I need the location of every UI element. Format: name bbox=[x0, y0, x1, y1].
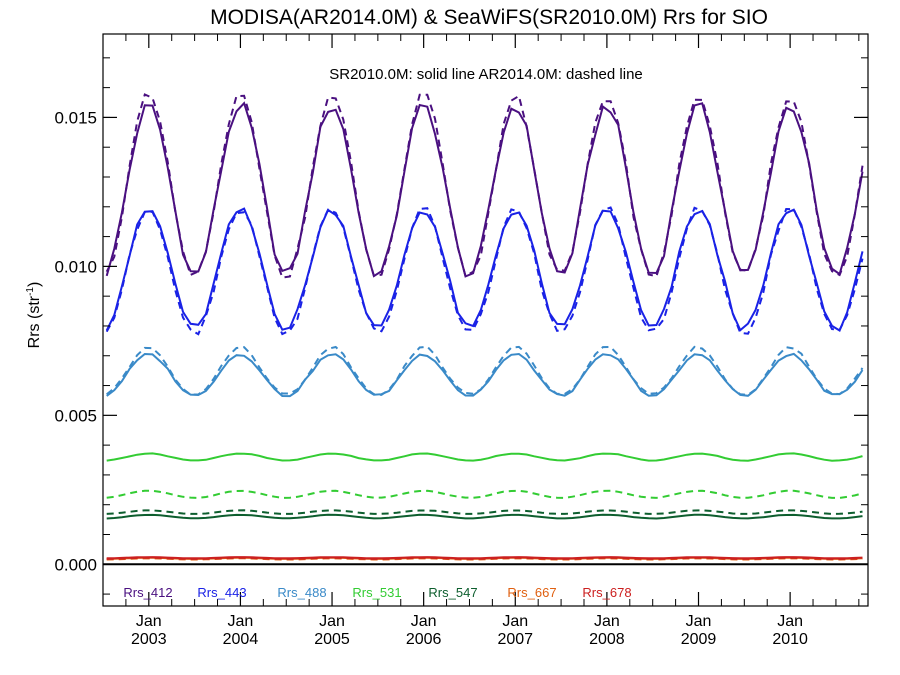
x-tick-label-year: 2005 bbox=[314, 631, 350, 648]
series-line-modisa-Rrs_531 bbox=[106, 489, 863, 499]
plot-area bbox=[102, 33, 869, 607]
x-tick-label-month: Jan bbox=[777, 613, 803, 630]
legend-item-Rrs_547: Rrs_547 bbox=[428, 585, 477, 600]
x-tick-label-year: 2004 bbox=[223, 631, 259, 648]
series-line-modisa-Rrs_547 bbox=[106, 509, 863, 515]
series-line-modisa-Rrs_412 bbox=[105, 93, 864, 279]
x-tick-label-month: Jan bbox=[686, 613, 712, 630]
legend: Rrs_412 Rrs_443 Rrs_488 Rrs_531 Rrs_547 Rrs_6… bbox=[123, 585, 631, 600]
chart-title: MODISA(AR2014.0M) & SeaWiFS(SR2010.0M) R… bbox=[210, 6, 768, 29]
y-axis-label-main: Rrs (str bbox=[26, 295, 43, 348]
plot-frame bbox=[102, 33, 869, 607]
y-tick-label: 0.015 bbox=[54, 108, 97, 127]
x-tick-label-month: Jan bbox=[319, 613, 345, 630]
axes-layer: 0.0000.0050.0100.015Jan2003Jan2004Jan200… bbox=[54, 34, 868, 648]
legend-item-Rrs_412: Rrs_412 bbox=[123, 585, 172, 600]
series-line-seawifs-Rrs_412 bbox=[105, 101, 864, 278]
x-tick-label-month: Jan bbox=[228, 613, 254, 630]
x-tick-label-year: 2007 bbox=[497, 631, 533, 648]
x-tick-label-year: 2010 bbox=[772, 631, 808, 648]
legend-item-Rrs_678: Rrs_678 bbox=[582, 585, 631, 600]
x-tick-label-month: Jan bbox=[136, 613, 162, 630]
series-line-modisa-Rrs_443 bbox=[105, 206, 864, 336]
y-tick-label: 0.005 bbox=[54, 406, 97, 425]
y-axis-label: Rrs (str-1) bbox=[25, 282, 43, 349]
x-tick-label-year: 2006 bbox=[406, 631, 442, 648]
series-line-seawifs-Rrs_488 bbox=[106, 352, 864, 398]
x-tick-label-year: 2008 bbox=[589, 631, 625, 648]
y-axis-label-sup: -1 bbox=[25, 287, 36, 296]
series-line-seawifs-Rrs_531 bbox=[106, 452, 863, 462]
x-tick-label-year: 2003 bbox=[131, 631, 167, 648]
series-line-seawifs-Rrs_547 bbox=[106, 513, 863, 520]
legend-item-Rrs_443: Rrs_443 bbox=[197, 585, 246, 600]
x-tick-label-month: Jan bbox=[502, 613, 528, 630]
x-tick-label-month: Jan bbox=[594, 613, 620, 630]
x-tick-label-year: 2009 bbox=[681, 631, 717, 648]
legend-item-Rrs_667: Rrs_667 bbox=[507, 585, 556, 600]
y-tick-label: 0.000 bbox=[54, 555, 97, 574]
series-line-seawifs-Rrs_443 bbox=[105, 207, 864, 332]
series-layer bbox=[105, 93, 864, 561]
legend-item-Rrs_531: Rrs_531 bbox=[352, 585, 401, 600]
chart-subtitle: SR2010.0M: solid line AR2014.0M: dashed … bbox=[329, 66, 643, 83]
y-axis-label-close: ) bbox=[26, 282, 43, 287]
y-tick-label: 0.010 bbox=[54, 257, 97, 276]
series-line-seawifs-Rrs_678 bbox=[106, 556, 863, 560]
x-tick-label-month: Jan bbox=[411, 613, 437, 630]
legend-item-Rrs_488: Rrs_488 bbox=[277, 585, 326, 600]
